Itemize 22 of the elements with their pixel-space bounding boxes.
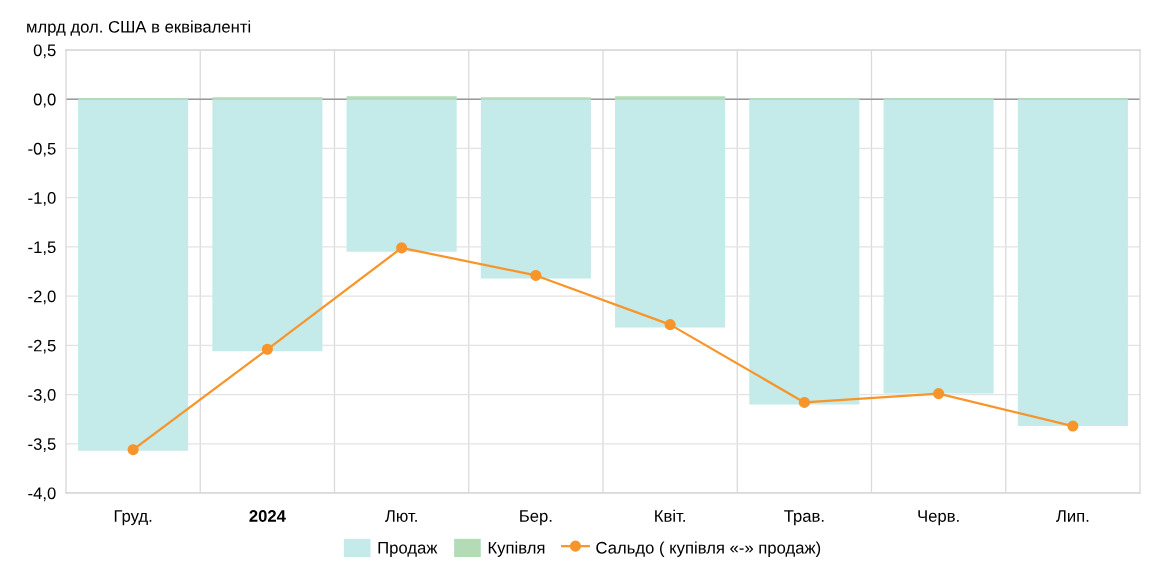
x-tick-label: 2024 (249, 510, 286, 522)
x-tick-label: Лип. (1056, 510, 1089, 522)
y-tick-label: 0,0 (33, 93, 56, 108)
x-tick-label: Черв. (918, 510, 959, 526)
y-tick-label: -2,0 (28, 290, 56, 305)
x-tick-label: Груд. (114, 510, 152, 526)
x-tick-label: Лют. (385, 510, 417, 522)
x-tick-label: Трав. (784, 510, 824, 526)
y-tick-label: -2,5 (28, 339, 56, 354)
legend-label: Продаж (378, 542, 438, 557)
legend-label: Купівля (488, 541, 545, 557)
legend-label: Сальдо ( купівля «-» продаж) (596, 541, 821, 557)
y-tick-label: -3,0 (28, 388, 56, 403)
y-tick-label: -0,5 (28, 142, 56, 157)
y-axis-title: млрд дол. США в еквіваленті (27, 20, 251, 36)
y-tick-label: 0,5 (33, 44, 56, 59)
x-tick-label: Бер. (520, 510, 552, 526)
x-tick-label: Квіт. (655, 509, 685, 522)
y-tick-label: -1,5 (28, 241, 56, 256)
y-tick-label: -4,0 (28, 487, 56, 502)
y-tick-label: -1,0 (28, 192, 56, 206)
y-tick-label: -3,5 (28, 438, 56, 452)
